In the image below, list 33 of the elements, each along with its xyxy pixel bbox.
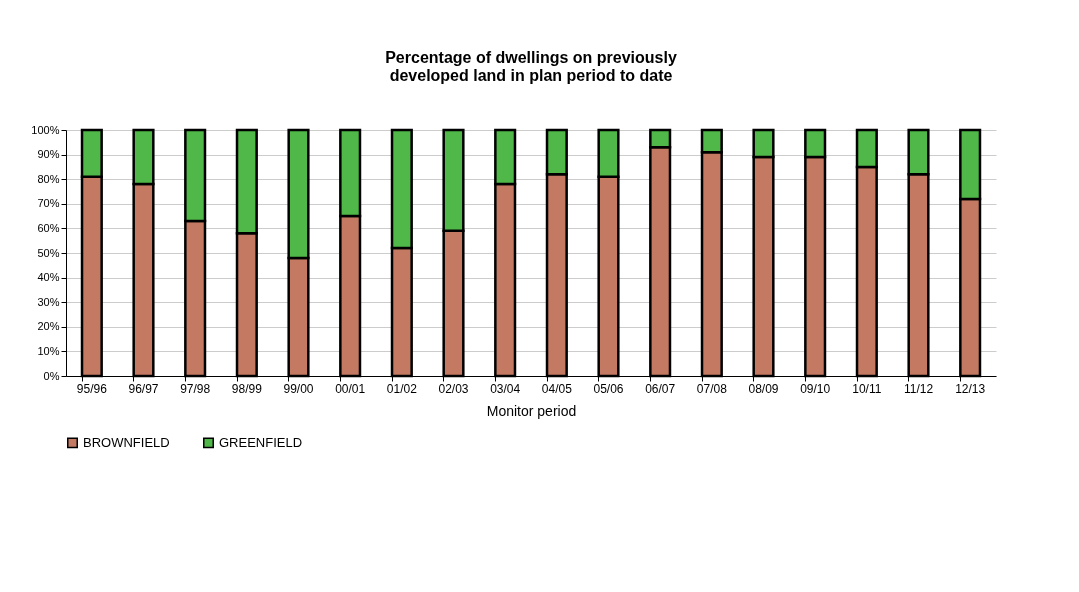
y-tick-label: 20% xyxy=(37,320,60,333)
y-tick-label: 60% xyxy=(37,221,60,234)
x-tick-label: 09/10 xyxy=(800,381,831,396)
x-tick-label: 97/98 xyxy=(180,381,211,396)
y-tick-label: 0% xyxy=(43,369,60,382)
x-tick-label: 00/01 xyxy=(335,381,366,396)
y-tick-label: 50% xyxy=(37,246,60,259)
x-tick-label: 96/97 xyxy=(128,381,159,396)
x-tick-label: 05/06 xyxy=(593,381,624,396)
x-axis-title: Monitor period xyxy=(486,402,577,419)
x-tick-label: 12/13 xyxy=(955,381,986,396)
x-tick-label: 98/99 xyxy=(231,381,263,396)
x-tick-label: 99/00 xyxy=(283,381,314,396)
y-tick-label: 80% xyxy=(37,172,60,185)
x-tick-label: 03/04 xyxy=(490,381,521,396)
x-tick-label: 11/12 xyxy=(903,381,934,396)
y-tick-label: 70% xyxy=(37,197,60,210)
y-tick-label: 90% xyxy=(37,148,60,161)
legend-label: GREENFIELD xyxy=(219,434,303,450)
x-tick-label: 10/11 xyxy=(852,381,882,396)
x-tick-label: 07/08 xyxy=(696,381,728,396)
y-tick-label: 100% xyxy=(31,123,60,136)
y-tick-label: 10% xyxy=(37,344,60,357)
x-tick-label: 95/96 xyxy=(76,381,108,396)
x-tick-label: 01/02 xyxy=(386,381,418,396)
x-tick-label: 02/03 xyxy=(438,381,469,396)
x-tick-label: 06/07 xyxy=(645,381,676,396)
chart-title: Percentage of dwellings on previously developed land in plan period to date xyxy=(385,49,677,84)
x-tick-label: 04/05 xyxy=(541,381,573,396)
y-tick-label: 30% xyxy=(37,295,60,308)
y-tick-label: 40% xyxy=(37,271,60,284)
legend-label: BROWNFIELD xyxy=(83,434,170,450)
x-tick-label: 08/09 xyxy=(748,381,779,396)
